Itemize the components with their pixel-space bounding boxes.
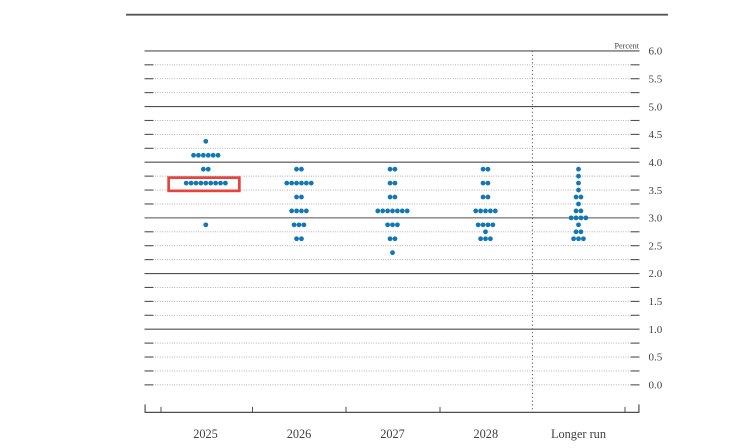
svg-text:2.0: 2.0	[649, 268, 663, 280]
svg-text:2.5: 2.5	[649, 240, 663, 252]
svg-text:4.5: 4.5	[649, 129, 663, 141]
svg-text:1.5: 1.5	[649, 296, 663, 308]
svg-text:3.0: 3.0	[649, 213, 663, 225]
svg-text:2026: 2026	[287, 427, 312, 441]
svg-text:Longer run: Longer run	[551, 427, 606, 441]
svg-text:Percent: Percent	[614, 41, 639, 50]
svg-text:5.5: 5.5	[649, 73, 663, 85]
svg-text:0.5: 0.5	[649, 352, 663, 364]
svg-text:6.0: 6.0	[649, 46, 663, 58]
svg-text:2025: 2025	[193, 427, 218, 441]
svg-text:5.0: 5.0	[649, 101, 663, 113]
svg-text:0.0: 0.0	[649, 380, 663, 392]
svg-text:2027: 2027	[380, 427, 405, 441]
svg-text:3.5: 3.5	[649, 185, 663, 197]
svg-text:2028: 2028	[474, 427, 499, 441]
svg-text:1.0: 1.0	[649, 324, 663, 336]
svg-text:4.0: 4.0	[649, 157, 663, 169]
